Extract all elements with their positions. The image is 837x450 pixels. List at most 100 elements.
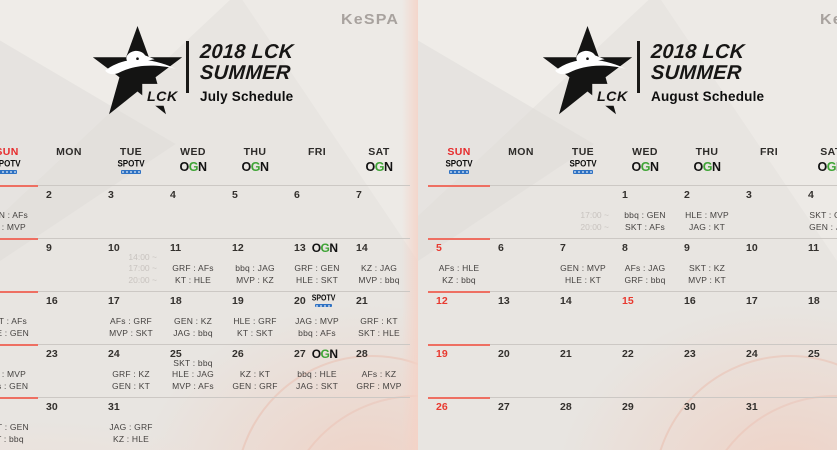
date-number: 1 [622,189,628,201]
date-line: 31 [746,401,758,413]
date-line: 14 [356,242,368,254]
day-cell-31: 31 JAG : GRF KZ : HLE [100,398,162,450]
title-line-1: 2018 LCK [199,41,295,63]
match-list: SKT : KZ MVP : KT [670,263,744,286]
date-line: 29 [622,401,634,413]
ogn-logo: OGN [242,161,269,174]
date-line: 23 [684,348,696,360]
date-line: 14 [560,295,572,307]
date-line: 28 [356,348,368,360]
day-cell-3: 3 [738,186,800,238]
date-line: 20 SPOTV [294,294,336,307]
ogn-letter: N [259,160,269,174]
date-number: 26 [436,401,448,413]
match: GEN : JAG [809,221,837,232]
day-cell-13: 13 [490,292,552,344]
ogn-logo: OGN [366,158,393,175]
ogn-letter: O [365,160,376,174]
time-slot: 14:00 ~ [128,251,157,262]
day-cell-2: 2 [38,186,100,238]
date-line: 18 [808,295,820,307]
day-cell-17: 17 [738,292,800,344]
divider-line [637,41,640,93]
day-cell-7: 7 [348,186,410,238]
date-number: 25 [808,348,820,360]
day-cell-25: 25 [800,345,837,397]
day-header-fri: FRI [738,142,800,185]
date-number: 11 [170,242,182,254]
ogn-letter: N [329,241,338,255]
date-line: 10 [108,242,120,254]
date-number: 12 [232,242,244,254]
date-number: 6 [498,242,504,254]
date-number: 23 [46,348,58,360]
date-number: 9 [684,242,690,254]
week-row: 12 13 14 15 16 17 18 [428,290,837,344]
ogn-letter: G [826,160,837,174]
date-number: 16 [684,295,696,307]
match: SKT : bbq [173,357,213,368]
date-number: 11 [808,242,820,254]
date-line: 28 [560,401,572,413]
day-header-sat: SAT OGN [800,142,837,185]
spotv-wordmark: SPOTV [117,158,145,169]
spotv-logo: SPOTV [0,158,21,175]
spotv-logo: SPOTV [569,159,597,174]
date-line: 18 [170,295,182,307]
day-header-label: FRI [307,146,327,158]
day-cell-empty [490,186,552,238]
date-number: 30 [46,401,58,413]
spotv-logo: SPOTV [569,158,597,175]
match-list: JAG : GRF KZ : HLE [94,422,168,445]
title-line-2: SUMMER [650,62,743,84]
date-number: 21 [560,348,572,360]
match: AFs : KZ [361,369,397,379]
date-line: 21 [356,295,368,307]
day-header-label: THU [695,146,719,158]
spotv-wordmark: SPOTV [445,158,473,169]
match: GRF : KT [360,316,398,326]
date-line: 24 [108,348,120,360]
date-line: 13 [498,295,510,307]
ogn-letter: O [241,160,252,174]
date-line: 26 [232,348,244,360]
date-number: 27 [498,401,510,413]
date-number: 24 [108,348,120,360]
date-line: 17 [108,295,120,307]
day-cell-19: 19 [428,345,490,397]
day-header-label: WED [180,146,206,158]
match: KZ : HLE [112,433,150,444]
day-header-label: SAT [820,146,837,158]
match-list: KZ : JAG MVP : bbq [342,263,416,286]
day-cell-16: 16 [676,292,738,344]
lck-star-logo: LCK [92,25,185,115]
ogn-letter: O [693,160,704,174]
date-line: 9 [46,242,52,254]
date-number: 24 [746,348,758,360]
ogn-logo: OGN [632,158,659,175]
day-cell-4: 4 [162,186,224,238]
date-number: 30 [684,401,696,413]
date-line: 12 [436,295,448,307]
spotv-wordmark: SPOTV [311,294,336,303]
date-number: 28 [356,348,368,360]
day-cell-18: 18 GEN : KZ JAG : bbq [162,292,224,344]
day-header-row: SUNSPOTVMONTUESPOTVWEDOGNTHUOGNFRISATOGN [428,142,837,185]
lck-star-logo: LCK [542,25,635,115]
day-cell-empty [800,398,837,450]
day-cell-21: 21 [552,345,614,397]
date-line: 25 [808,348,820,360]
day-header-label: MON [56,146,82,158]
date-line: 1 [622,189,628,201]
date-line: 11 [170,242,181,254]
day-cell-14: 14 KZ : JAG MVP : bbq [348,239,410,291]
date-line: 31 [108,401,120,413]
day-cell-20: 20 SPOTV JAG : MVP bbq : AFs [286,292,348,344]
spotv-logo: SPOTV [311,294,336,307]
day-cell-6: 6 [490,239,552,291]
day-cell-13: 13 OGN GRF : GEN HLE : SKT [286,239,348,291]
date-number: 5 [232,189,238,201]
day-cell-26: 26 KZ : KT GEN : GRF [224,345,286,397]
